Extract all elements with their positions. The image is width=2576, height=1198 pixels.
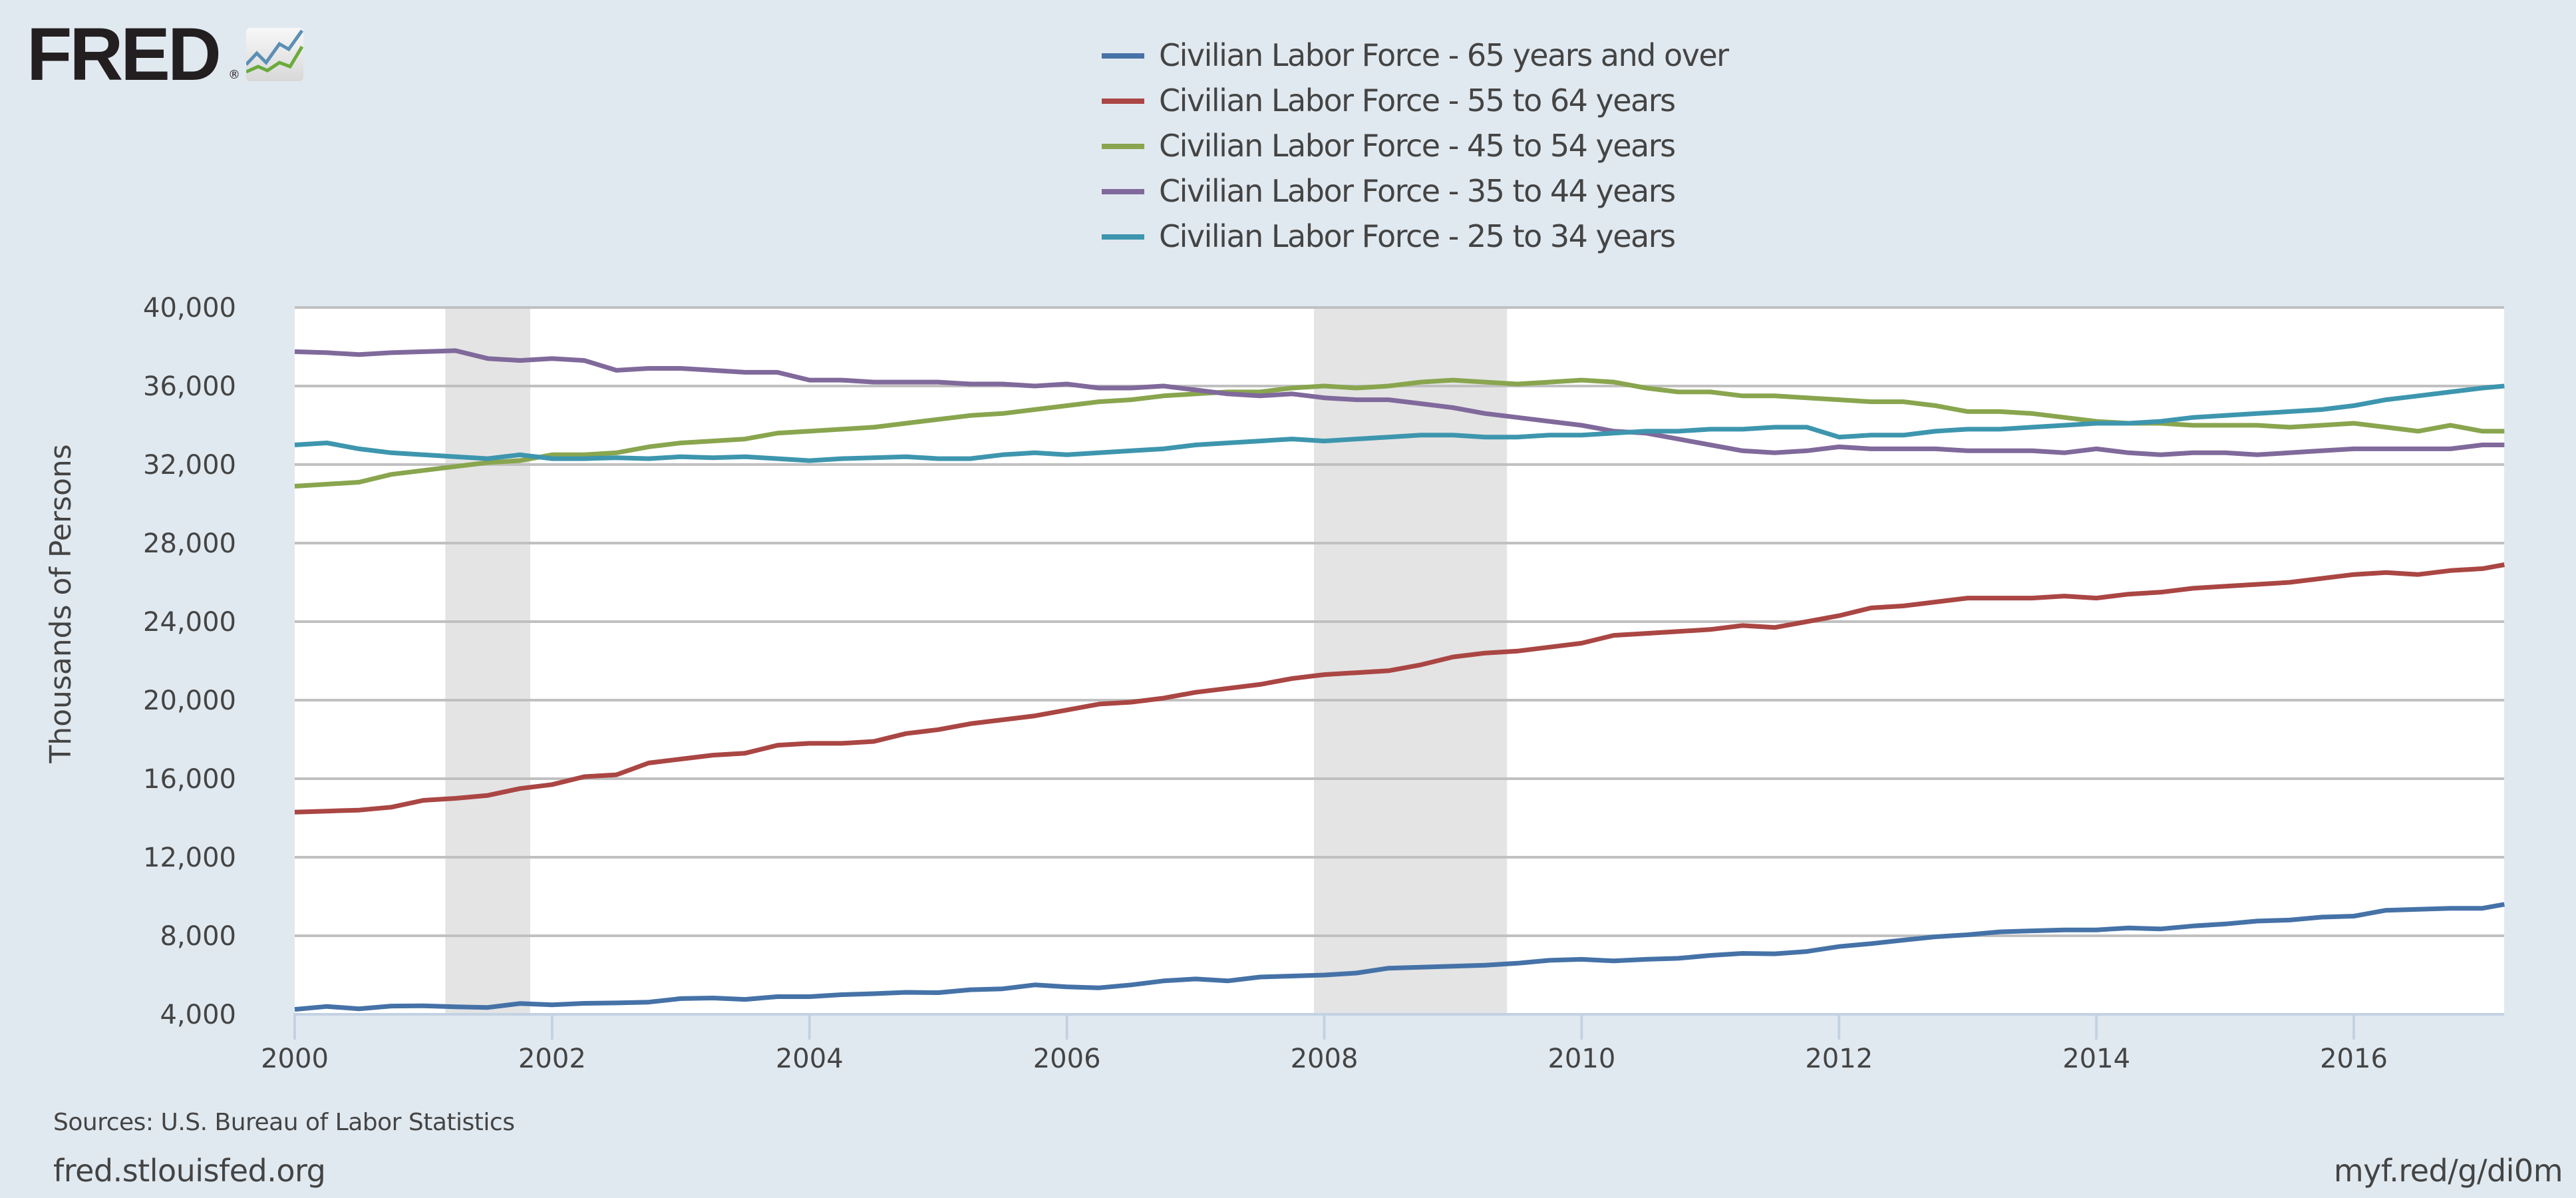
legend-label: Civilian Labor Force - 45 to 54 years <box>1159 128 1676 164</box>
series-line-3 <box>294 348 2505 457</box>
short-link[interactable]: myf.red/g/di0m <box>2333 1153 2563 1189</box>
x-tick-label: 2010 <box>1547 1044 1615 1074</box>
legend-label: Civilian Labor Force - 55 to 64 years <box>1159 83 1676 118</box>
gridlines <box>295 306 2504 937</box>
y-tick-label: 32,000 <box>143 450 236 481</box>
legend-swatch <box>1102 189 1144 194</box>
x-tick-label: 2012 <box>1805 1044 1873 1074</box>
y-tick-label: 12,000 <box>143 843 236 873</box>
series-lines <box>294 348 2505 1012</box>
y-tick-label: 24,000 <box>143 607 236 638</box>
recession-shading <box>445 307 1508 1014</box>
y-tick-label: 4,000 <box>160 1000 236 1030</box>
legend-swatch <box>1102 234 1144 240</box>
legend-swatch <box>1102 144 1144 149</box>
x-tick-label: 2004 <box>776 1044 844 1074</box>
sources-note: Sources: U.S. Bureau of Labor Statistics <box>53 1109 515 1136</box>
recession-band <box>445 307 530 1014</box>
legend-swatch <box>1102 99 1144 104</box>
x-tick-label: 2008 <box>1291 1044 1359 1074</box>
recession-band <box>1314 307 1508 1014</box>
y-axis: 4,000 8,000 12,000 16,000 20,000 24,000 28,000… <box>143 293 236 1030</box>
y-tick-label: 8,000 <box>160 921 236 952</box>
x-axis: 2000 2002 2004 2006 2008 2010 2012 2014 2016 <box>261 1013 2504 1074</box>
legend-label: Civilian Labor Force - 65 years and over <box>1159 37 1729 73</box>
x-tick-label: 2014 <box>2062 1044 2130 1074</box>
registered-mark: ® <box>228 68 240 82</box>
logo-wordmark: FRED <box>27 13 222 96</box>
y-tick-label: 36,000 <box>143 371 236 402</box>
y-axis-title: Thousands of Persons <box>44 444 78 763</box>
x-tick-label: 2002 <box>518 1044 586 1074</box>
y-tick-label: 40,000 <box>143 293 236 323</box>
x-tick-label: 2016 <box>2320 1044 2388 1074</box>
site-link[interactable]: fred.stlouisfed.org <box>53 1153 326 1189</box>
legend-label: Civilian Labor Force - 25 to 34 years <box>1159 218 1676 254</box>
legend-swatch <box>1102 53 1144 59</box>
fred-logo: FRED ® <box>27 17 313 92</box>
x-tick-label: 2000 <box>261 1044 329 1074</box>
x-tick-label: 2006 <box>1033 1044 1101 1074</box>
y-tick-label: 20,000 <box>143 686 236 716</box>
series-line-4 <box>294 383 2505 463</box>
series-line-1 <box>294 562 2505 815</box>
chart-logo-icon <box>246 28 303 81</box>
y-tick-label: 28,000 <box>143 528 236 559</box>
series-line-0 <box>294 902 2505 1012</box>
y-tick-label: 16,000 <box>143 764 236 795</box>
legend-label: Civilian Labor Force - 35 to 44 years <box>1159 173 1676 209</box>
